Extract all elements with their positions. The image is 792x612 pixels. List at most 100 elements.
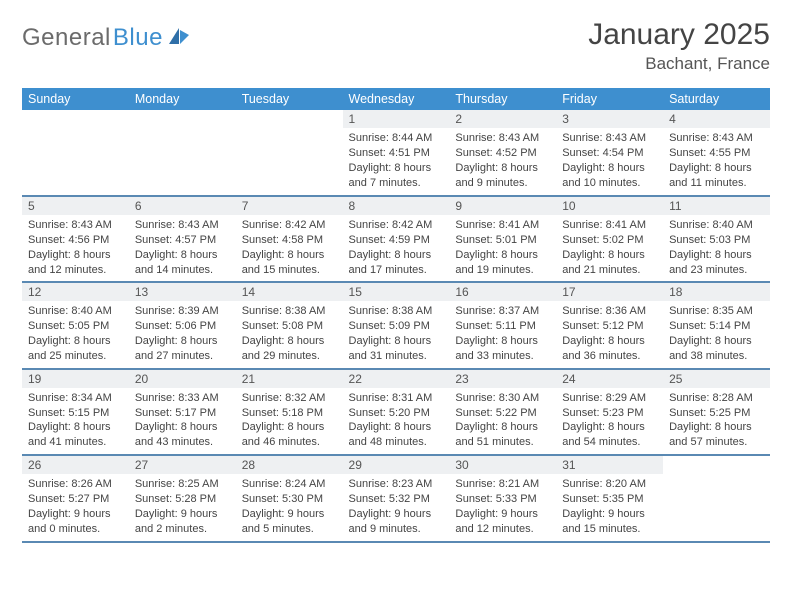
sunset-text: Sunset: 5:02 PM (562, 233, 657, 248)
daylight-text-2: and 36 minutes. (562, 349, 657, 364)
day-header: Sunday (22, 88, 129, 110)
day-number: 1 (343, 110, 450, 128)
sunset-text: Sunset: 4:58 PM (242, 233, 337, 248)
sunset-text: Sunset: 5:18 PM (242, 406, 337, 421)
daylight-text-1: Daylight: 8 hours (28, 334, 123, 349)
brand-name-a: General (22, 24, 111, 52)
daylight-text-1: Daylight: 9 hours (349, 507, 444, 522)
day-number: 17 (556, 283, 663, 301)
daylight-text-1: Daylight: 9 hours (455, 507, 550, 522)
day-details: Sunrise: 8:23 AMSunset: 5:32 PMDaylight:… (343, 474, 450, 540)
daylight-text-1: Daylight: 8 hours (455, 161, 550, 176)
sunset-text: Sunset: 5:15 PM (28, 406, 123, 421)
day-details: Sunrise: 8:33 AMSunset: 5:17 PMDaylight:… (129, 388, 236, 454)
sunrise-text: Sunrise: 8:38 AM (242, 304, 337, 319)
daylight-text-2: and 0 minutes. (28, 522, 123, 537)
calendar-cell: .. (663, 455, 770, 541)
daylight-text-2: and 11 minutes. (669, 176, 764, 191)
day-number: 2 (449, 110, 556, 128)
sunset-text: Sunset: 4:55 PM (669, 146, 764, 161)
daylight-text-2: and 9 minutes. (455, 176, 550, 191)
daylight-text-2: and 43 minutes. (135, 435, 230, 450)
calendar-week: 12Sunrise: 8:40 AMSunset: 5:05 PMDayligh… (22, 282, 770, 368)
day-number: 30 (449, 456, 556, 474)
calendar-cell: 30Sunrise: 8:21 AMSunset: 5:33 PMDayligh… (449, 455, 556, 541)
daylight-text-2: and 9 minutes. (349, 522, 444, 537)
day-details: Sunrise: 8:20 AMSunset: 5:35 PMDaylight:… (556, 474, 663, 540)
daylight-text-1: Daylight: 9 hours (242, 507, 337, 522)
sunrise-text: Sunrise: 8:38 AM (349, 304, 444, 319)
daylight-text-1: Daylight: 8 hours (562, 248, 657, 263)
daylight-text-1: Daylight: 8 hours (135, 248, 230, 263)
daylight-text-1: Daylight: 8 hours (242, 420, 337, 435)
day-number: 10 (556, 197, 663, 215)
calendar-cell: 12Sunrise: 8:40 AMSunset: 5:05 PMDayligh… (22, 282, 129, 368)
calendar-cell: 16Sunrise: 8:37 AMSunset: 5:11 PMDayligh… (449, 282, 556, 368)
day-number: 27 (129, 456, 236, 474)
calendar-cell: 25Sunrise: 8:28 AMSunset: 5:25 PMDayligh… (663, 369, 770, 455)
daylight-text-1: Daylight: 8 hours (135, 420, 230, 435)
sunrise-text: Sunrise: 8:43 AM (28, 218, 123, 233)
location-label: Bachant, France (588, 54, 770, 74)
sunset-text: Sunset: 5:20 PM (349, 406, 444, 421)
day-details: Sunrise: 8:41 AMSunset: 5:01 PMDaylight:… (449, 215, 556, 281)
day-details: Sunrise: 8:31 AMSunset: 5:20 PMDaylight:… (343, 388, 450, 454)
day-header: Saturday (663, 88, 770, 110)
sunset-text: Sunset: 5:08 PM (242, 319, 337, 334)
daylight-text-1: Daylight: 8 hours (562, 161, 657, 176)
calendar-cell: 23Sunrise: 8:30 AMSunset: 5:22 PMDayligh… (449, 369, 556, 455)
calendar-cell: 20Sunrise: 8:33 AMSunset: 5:17 PMDayligh… (129, 369, 236, 455)
calendar-cell: 1Sunrise: 8:44 AMSunset: 4:51 PMDaylight… (343, 110, 450, 196)
calendar-cell: 14Sunrise: 8:38 AMSunset: 5:08 PMDayligh… (236, 282, 343, 368)
sunset-text: Sunset: 4:52 PM (455, 146, 550, 161)
sunrise-text: Sunrise: 8:40 AM (28, 304, 123, 319)
day-details: Sunrise: 8:26 AMSunset: 5:27 PMDaylight:… (22, 474, 129, 540)
daylight-text-2: and 15 minutes. (242, 263, 337, 278)
sunset-text: Sunset: 5:27 PM (28, 492, 123, 507)
sunrise-text: Sunrise: 8:34 AM (28, 391, 123, 406)
daylight-text-1: Daylight: 8 hours (455, 334, 550, 349)
day-details: Sunrise: 8:34 AMSunset: 5:15 PMDaylight:… (22, 388, 129, 454)
daylight-text-1: Daylight: 8 hours (669, 161, 764, 176)
day-number: 26 (22, 456, 129, 474)
sunset-text: Sunset: 4:56 PM (28, 233, 123, 248)
day-details: Sunrise: 8:43 AMSunset: 4:52 PMDaylight:… (449, 128, 556, 194)
day-details: Sunrise: 8:38 AMSunset: 5:09 PMDaylight:… (343, 301, 450, 367)
sunset-text: Sunset: 5:30 PM (242, 492, 337, 507)
day-number: 19 (22, 370, 129, 388)
day-details: Sunrise: 8:40 AMSunset: 5:05 PMDaylight:… (22, 301, 129, 367)
day-number: 28 (236, 456, 343, 474)
calendar-cell: 15Sunrise: 8:38 AMSunset: 5:09 PMDayligh… (343, 282, 450, 368)
calendar-week: ......1Sunrise: 8:44 AMSunset: 4:51 PMDa… (22, 110, 770, 196)
day-details: Sunrise: 8:38 AMSunset: 5:08 PMDaylight:… (236, 301, 343, 367)
daylight-text-1: Daylight: 8 hours (242, 334, 337, 349)
day-number: 11 (663, 197, 770, 215)
calendar-table: SundayMondayTuesdayWednesdayThursdayFrid… (22, 88, 770, 543)
sunrise-text: Sunrise: 8:29 AM (562, 391, 657, 406)
daylight-text-2: and 48 minutes. (349, 435, 444, 450)
day-number: 6 (129, 197, 236, 215)
calendar-cell: 10Sunrise: 8:41 AMSunset: 5:02 PMDayligh… (556, 196, 663, 282)
sunset-text: Sunset: 5:25 PM (669, 406, 764, 421)
daylight-text-1: Daylight: 8 hours (28, 420, 123, 435)
daylight-text-2: and 7 minutes. (349, 176, 444, 191)
sunset-text: Sunset: 5:17 PM (135, 406, 230, 421)
daylight-text-2: and 14 minutes. (135, 263, 230, 278)
sunrise-text: Sunrise: 8:42 AM (349, 218, 444, 233)
calendar-cell: 24Sunrise: 8:29 AMSunset: 5:23 PMDayligh… (556, 369, 663, 455)
daylight-text-2: and 33 minutes. (455, 349, 550, 364)
daylight-text-1: Daylight: 8 hours (349, 420, 444, 435)
daylight-text-2: and 10 minutes. (562, 176, 657, 191)
calendar-cell: 8Sunrise: 8:42 AMSunset: 4:59 PMDaylight… (343, 196, 450, 282)
day-number: 15 (343, 283, 450, 301)
sunrise-text: Sunrise: 8:41 AM (455, 218, 550, 233)
daylight-text-1: Daylight: 8 hours (562, 420, 657, 435)
daylight-text-2: and 25 minutes. (28, 349, 123, 364)
day-details: Sunrise: 8:44 AMSunset: 4:51 PMDaylight:… (343, 128, 450, 194)
day-details: Sunrise: 8:36 AMSunset: 5:12 PMDaylight:… (556, 301, 663, 367)
day-number: 23 (449, 370, 556, 388)
daylight-text-1: Daylight: 8 hours (562, 334, 657, 349)
day-number: 8 (343, 197, 450, 215)
day-details: Sunrise: 8:43 AMSunset: 4:55 PMDaylight:… (663, 128, 770, 194)
day-details: Sunrise: 8:28 AMSunset: 5:25 PMDaylight:… (663, 388, 770, 454)
